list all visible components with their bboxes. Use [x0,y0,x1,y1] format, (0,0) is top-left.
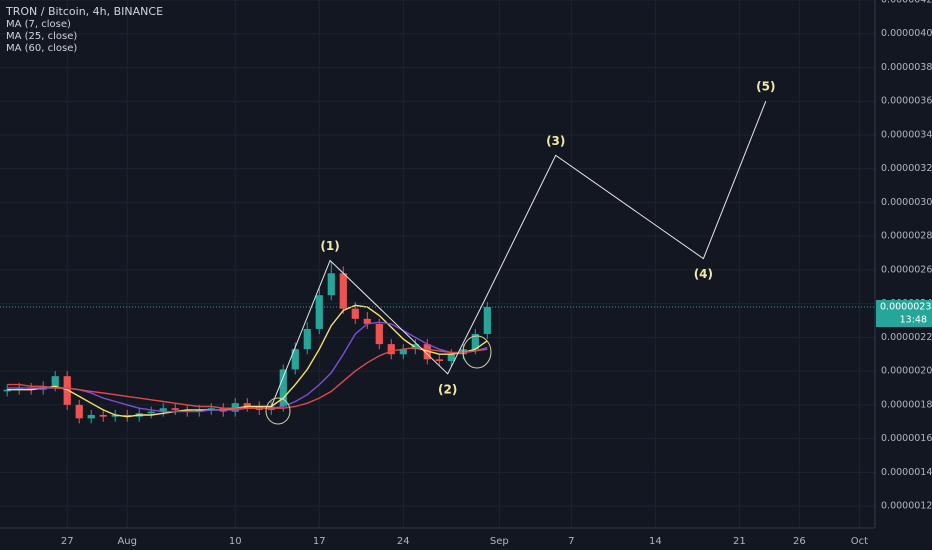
candle-body [147,411,155,414]
legend: MA (7, close)MA (25, close)MA (60, close… [6,19,77,54]
candle-body [183,409,191,412]
wave-label: (2) [438,382,457,396]
candle-body [63,376,71,405]
candle-body [231,403,239,412]
candle-body [387,344,395,355]
wave-label: (1) [320,239,339,253]
y-tick-label: 0.00000420 [881,0,932,6]
candle-body [51,376,59,387]
x-tick-label: Aug [117,536,137,547]
candle-body [483,307,491,335]
x-tick-label: Oct [851,536,868,547]
candle-body [375,323,383,345]
last-price-box [876,300,932,328]
candle-body [3,389,11,392]
candle-body [207,408,215,410]
x-tick-label: 17 [313,536,326,547]
candle-body [111,414,119,417]
candle-body [303,328,311,350]
candle-body [99,414,107,417]
candle-body [399,349,407,355]
legend-entry: MA (25, close) [6,31,77,42]
wave-label: (5) [756,80,775,94]
candle-body [351,308,359,319]
x-tick-label: 7 [568,536,574,547]
candle-body [423,344,431,360]
candle-body [75,404,83,419]
candle-body [27,387,35,390]
candle-body [327,273,335,296]
x-tick-label: 14 [649,536,662,547]
chart-title: TRON / Bitcoin, 4h, BINANCE [5,5,163,18]
wave-label: (4) [694,267,713,281]
highlight-circle [265,397,291,425]
candle-body [243,403,251,407]
candle-body [471,334,479,350]
legend-entry: MA (60, close) [6,43,77,54]
countdown-label: 13:48 [900,315,927,326]
last-price-label: 0.00000238 [880,302,932,313]
ma-line [7,346,488,409]
candle-body [195,409,203,412]
candle-body [87,414,95,419]
grid [0,0,875,528]
candle-body [159,408,167,412]
candle-body [291,349,299,370]
x-tick-label: 26 [793,536,806,547]
candle-body [363,318,371,324]
candle-body [15,387,23,390]
x-tick-label: 21 [733,536,746,547]
wave-line [270,101,767,407]
x-tick-label: Sep [490,536,509,547]
x-tick-label: 10 [229,536,242,547]
candle-body [315,295,323,329]
candle-body [171,408,179,410]
candle-body [447,354,455,361]
candle-body [123,414,131,417]
x-tick-label: 24 [397,536,410,547]
ma-line [7,304,488,418]
candle-body [279,369,287,407]
wave-label: (3) [546,134,565,148]
legend-entry: MA (7, close) [6,19,71,30]
candle-body [339,273,347,309]
candle-body [435,359,443,361]
x-tick-label: 27 [61,536,74,547]
highlight-circle [462,335,492,369]
marks: (1) (2) (3) (4) (5) [0,80,875,424]
